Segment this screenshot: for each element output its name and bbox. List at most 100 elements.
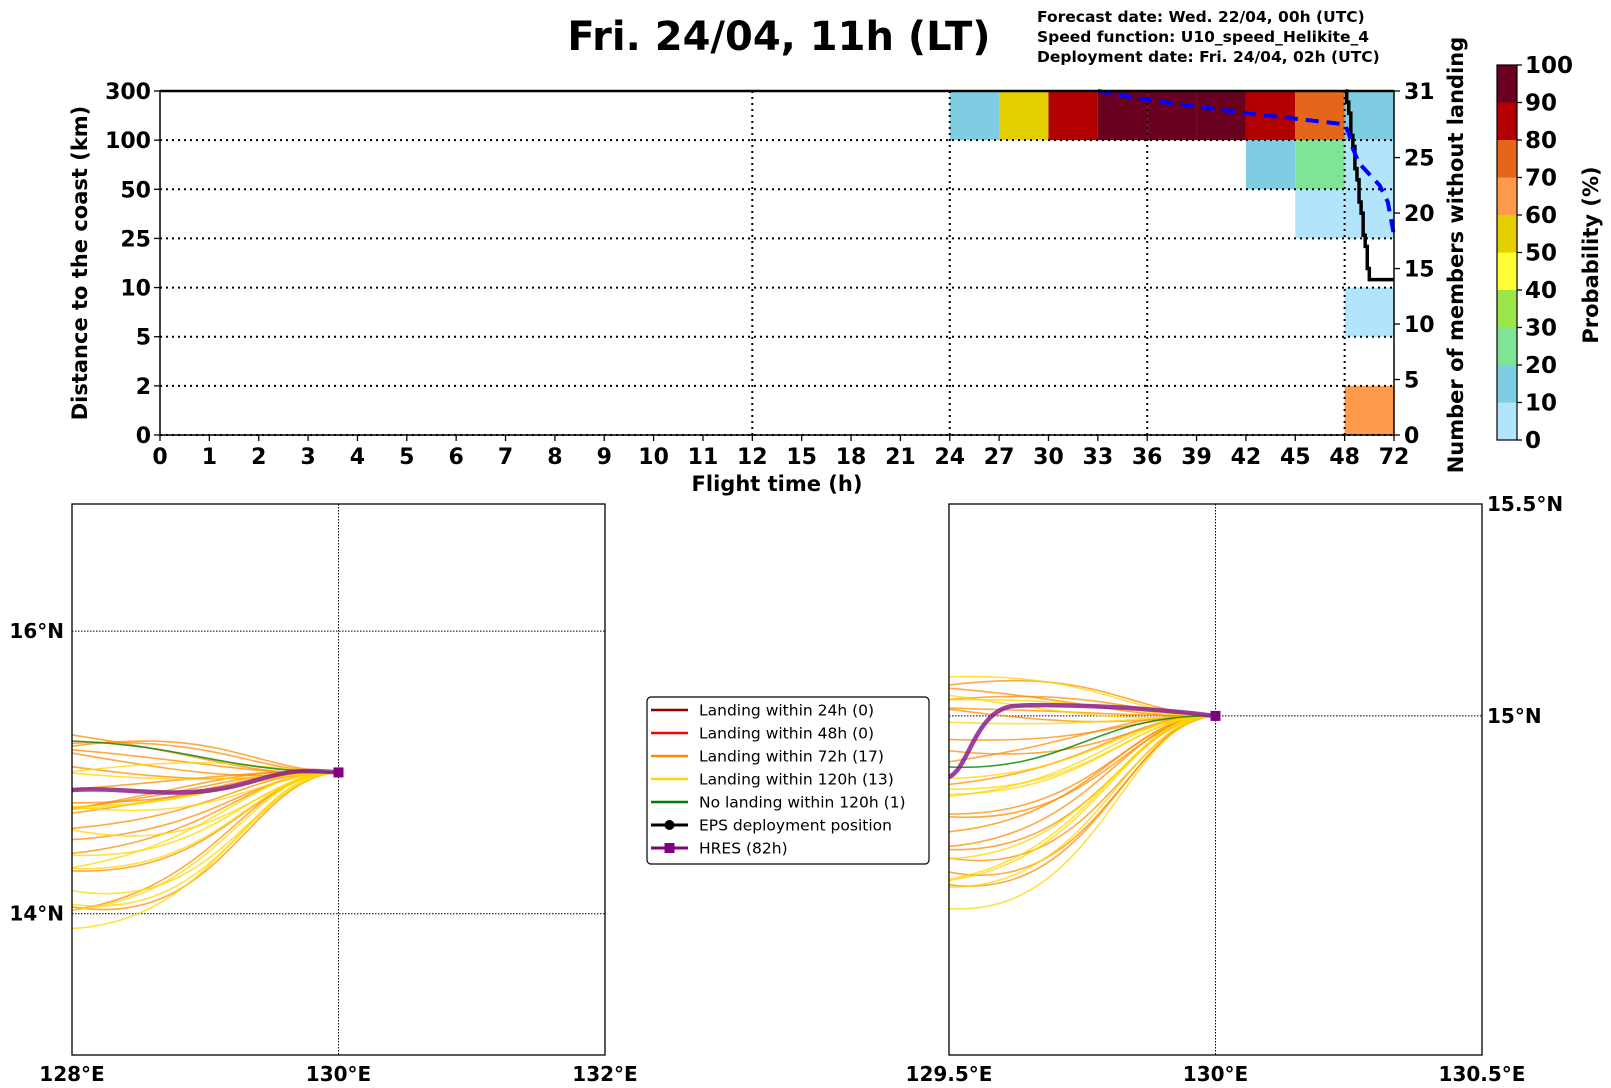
colorbar-bin [1497,290,1517,328]
legend-label: EPS deployment position [699,817,892,835]
map-wide: 128°E 130°E 132°E 16°N 14°N [9,503,638,1086]
legend-label: Landing within 24h (0) [699,702,874,720]
x-tick-label: 30 [1033,445,1064,470]
y-tick-label: 2 [136,375,151,400]
colorbar-bin [1497,65,1517,103]
x-tick-label: 7 [498,445,513,470]
map-lon-label: 132°E [572,1062,637,1086]
trajectory-line [948,715,1216,790]
map-lon-label: 130°E [1183,1062,1248,1086]
y-tick-label: 50 [120,178,151,203]
heatmap-cell [1344,385,1394,435]
legend-item: Landing within 72h (17) [651,748,884,766]
colorbar-tick-label: 50 [1525,241,1557,267]
legend: Landing within 24h (0) Landing within 48h… [646,696,930,865]
x-tick-label: 9 [597,445,612,470]
heatmap-cell [949,91,1000,141]
colorbar-tick-label: 70 [1525,166,1557,192]
colorbar-tick-label: 0 [1525,428,1541,454]
x-tick-label: 0 [152,445,167,470]
main-title: Fri. 24/04, 11h (LT) [567,14,990,60]
hres-trajectory [71,768,339,795]
heatmap-series [1097,89,1396,282]
x-tick-label: 12 [737,445,768,470]
heatmap-panel: 0 1 2 3 4 5 6 7 8 9 10 11 12 15 18 21 24 27 30 33 36 39 42 45 48… [68,37,1468,496]
heatmap-cell [999,91,1049,141]
colorbar-bin [1497,252,1517,290]
y2-tick-label: 10 [1404,313,1435,338]
colorbar-bins [1497,65,1517,440]
colorbar-bin [1497,402,1517,440]
trajectory-line [948,715,1216,780]
x-tick-label: 15 [786,445,817,470]
legend-item: Landing within 120h (13) [651,771,894,789]
x-axis-label: Flight time (h) [692,472,863,496]
heatmap-cell [1295,91,1345,141]
trajectory-line [948,715,1216,889]
x-tick-label: 3 [300,445,315,470]
y2-tick-label: 15 [1404,258,1435,283]
map-zoom-grid [949,504,1482,1055]
legend-label: No landing within 120h (1) [699,794,906,812]
deployment-date: Deployment date: Fri. 24/04, 02h (UTC) [1037,48,1380,66]
colorbar-label: Probability (%) [1579,166,1603,343]
y-tick-label: 300 [105,80,151,105]
heatmap-frame [159,90,1395,436]
map-zoom: 129.5°E 130°E 130.5°E 15.5°N 15°N [906,492,1564,1086]
heatmap-cell [1196,91,1246,141]
legend-label: HRES (82h) [699,840,788,858]
legend-item: Landing within 24h (0) [651,702,874,720]
x-tick-label: 1 [202,445,217,470]
map-zoom-frame [948,503,1483,1056]
legend-marker-circle [664,820,675,830]
heatmap-cell [1344,287,1394,337]
map-lon-label: 129.5°E [906,1062,993,1086]
hres-deployment-marker [333,767,344,778]
x-tick-label: 2 [251,445,266,470]
x-tick-label: 45 [1280,445,1311,470]
legend-item: Landing within 48h (0) [651,725,874,743]
heatmap-cell [1048,91,1098,141]
map-lat-label: 14°N [9,902,64,926]
colorbar-bin [1497,327,1517,365]
x-tick-label: 36 [1132,445,1163,470]
y2-tick-label: 0 [1404,424,1419,449]
y-tick-label: 5 [136,326,151,351]
x-tick-label: 4 [350,445,365,470]
heatmap-grid [160,90,1394,436]
members-without-landing-dashed-line [1097,89,1396,236]
x-tick-label: 42 [1231,445,1262,470]
y2-tick-label: 31 [1404,80,1435,105]
x-tick-label: 10 [638,445,669,470]
colorbar-tick-label: 20 [1525,353,1557,379]
heatmap-cell [1147,91,1197,141]
heatmap-cell [1295,140,1345,190]
heatmap-y2-ticks: 0 5 10 15 20 25 31 [1394,80,1435,449]
map-wide-grid [72,504,605,1055]
members-without-landing-eps-line [1344,89,1394,282]
y-tick-label: 10 [120,277,151,302]
colorbar-tick-label: 100 [1525,53,1573,79]
x-tick-label: 11 [688,445,719,470]
legend-item: HRES (82h) [651,840,788,858]
map-lat-label: 16°N [9,619,64,643]
y2-tick-label: 5 [1404,369,1419,394]
colorbar-bin [1497,177,1517,215]
y2-tick-label: 25 [1404,147,1435,172]
trajectory-line [71,771,339,781]
map-lat-label: 15.5°N [1487,492,1563,516]
y2-tick-label: 20 [1404,202,1435,227]
colorbar-bin [1497,140,1517,178]
x-tick-label: 27 [984,445,1015,470]
colorbar-tick-label: 90 [1525,91,1557,117]
map-lon-label: 130.5°E [1439,1062,1526,1086]
x-tick-label: 6 [449,445,464,470]
x-tick-label: 48 [1329,445,1360,470]
trajectory-line [71,771,339,812]
heatmap-x-ticks: 0 1 2 3 4 5 6 7 8 9 10 11 12 15 18 21 24 27 30 33 36 39 42 45 48… [152,435,1409,470]
x-tick-label: 8 [547,445,562,470]
x-tick-label: 24 [934,445,965,470]
colorbar: 0 10 20 30 40 50 60 70 80 90 100 Probability (%) [1496,53,1603,454]
